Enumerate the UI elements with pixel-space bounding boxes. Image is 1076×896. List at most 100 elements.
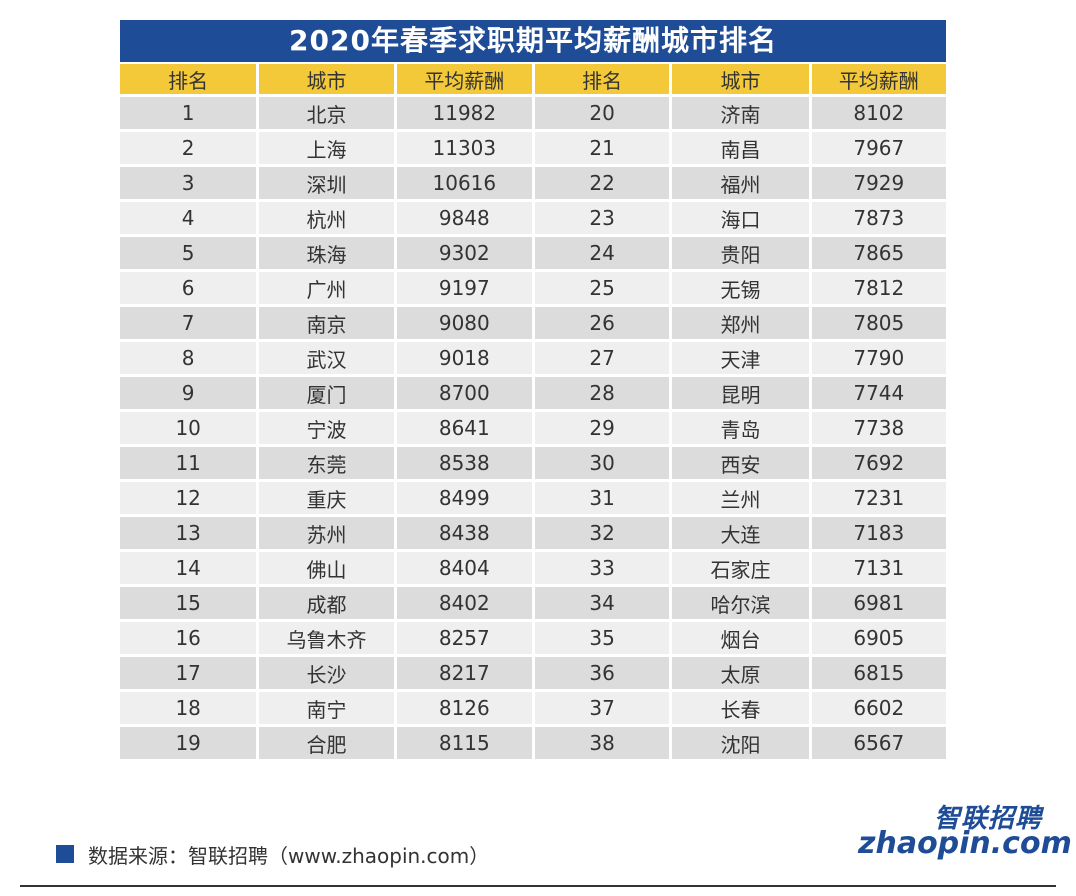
cell-city-left: 北京 [259,97,394,129]
cell-salary-right: 7692 [811,447,946,479]
cell-salary-left: 9197 [396,272,532,304]
cell-rank-right: 37 [534,692,670,724]
cell-rank-right: 35 [534,622,670,654]
cell-city-right: 海口 [672,202,809,234]
cell-city-right: 天津 [672,342,809,374]
cell-city-right: 无锡 [672,272,809,304]
cell-city-right: 昆明 [672,377,809,409]
table-row: 6 广州 9197 25 无锡 7812 [120,272,946,304]
cell-salary-right: 6602 [811,692,946,724]
cell-city-right: 哈尔滨 [672,587,809,619]
cell-rank-left: 11 [120,447,257,479]
cell-rank-left: 6 [120,272,257,304]
cell-salary-right: 7744 [811,377,946,409]
cell-salary-left: 8641 [396,412,532,444]
cell-city-right: 济南 [672,97,809,129]
header-city-right: 城市 [672,64,809,94]
cell-salary-left: 8402 [396,587,532,619]
cell-salary-left: 8438 [396,517,532,549]
cell-city-left: 东莞 [259,447,394,479]
cell-rank-left: 4 [120,202,257,234]
table-row: 19 合肥 8115 38 沈阳 6567 [120,727,946,759]
cell-rank-right: 31 [534,482,670,514]
ranking-grid: 排名 城市 平均薪酬 排名 城市 平均薪酬 1 北京 11982 20 济南 8102 2 上… [117,61,949,762]
cell-city-right: 烟台 [672,622,809,654]
cell-salary-right: 7865 [811,237,946,269]
cell-salary-left: 11303 [396,132,532,164]
cell-salary-right: 7929 [811,167,946,199]
logo-cn-text: 智联招聘 [933,804,1042,834]
cell-salary-left: 8499 [396,482,532,514]
cell-city-left: 厦门 [259,377,394,409]
cell-rank-left: 14 [120,552,257,584]
table-row: 12 重庆 8499 31 兰州 7231 [120,482,946,514]
cell-rank-left: 15 [120,587,257,619]
cell-rank-left: 3 [120,167,257,199]
cell-rank-left: 13 [120,517,257,549]
cell-city-left: 广州 [259,272,394,304]
cell-rank-left: 7 [120,307,257,339]
cell-salary-right: 7738 [811,412,946,444]
cell-rank-right: 32 [534,517,670,549]
table-row: 14 佛山 8404 33 石家庄 7131 [120,552,946,584]
cell-rank-right: 23 [534,202,670,234]
cell-salary-left: 11982 [396,97,532,129]
header-row: 排名 城市 平均薪酬 排名 城市 平均薪酬 [120,64,946,94]
cell-rank-right: 25 [534,272,670,304]
cell-city-right: 沈阳 [672,727,809,759]
header-rank-right: 排名 [534,64,670,94]
salary-ranking-table: 2020年春季求职期平均薪酬城市排名 排名 城市 平均薪酬 排名 城市 平均薪酬… [120,20,946,762]
cell-rank-right: 30 [534,447,670,479]
cell-city-right: 贵阳 [672,237,809,269]
source-text: 数据来源：智联招聘（www.zhaopin.com） [88,843,490,868]
cell-rank-right: 22 [534,167,670,199]
cell-city-right: 石家庄 [672,552,809,584]
cell-city-right: 兰州 [672,482,809,514]
cell-salary-right: 7131 [811,552,946,584]
table-row: 1 北京 11982 20 济南 8102 [120,97,946,129]
table-row: 9 厦门 8700 28 昆明 7744 [120,377,946,409]
cell-city-right: 福州 [672,167,809,199]
cell-salary-right: 7231 [811,482,946,514]
source-note: 数据来源：智联招聘（www.zhaopin.com） [56,838,489,870]
cell-salary-left: 10616 [396,167,532,199]
cell-salary-right: 7183 [811,517,946,549]
header-rank-left: 排名 [120,64,257,94]
table-row: 3 深圳 10616 22 福州 7929 [120,167,946,199]
cell-rank-right: 20 [534,97,670,129]
table-row: 13 苏州 8438 32 大连 7183 [120,517,946,549]
table-body: 1 北京 11982 20 济南 8102 2 上海 11303 21 南昌 7967 3 深圳 10616… [120,97,946,759]
cell-salary-left: 8126 [396,692,532,724]
cell-city-right: 大连 [672,517,809,549]
table-row: 8 武汉 9018 27 天津 7790 [120,342,946,374]
table-row: 7 南京 9080 26 郑州 7805 [120,307,946,339]
cell-salary-left: 9018 [396,342,532,374]
cell-city-left: 上海 [259,132,394,164]
cell-salary-right: 7805 [811,307,946,339]
cell-rank-left: 17 [120,657,257,689]
cell-city-left: 武汉 [259,342,394,374]
cell-rank-right: 34 [534,587,670,619]
cell-rank-left: 1 [120,97,257,129]
cell-city-left: 深圳 [259,167,394,199]
cell-salary-left: 8257 [396,622,532,654]
table-row: 17 长沙 8217 36 太原 6815 [120,657,946,689]
cell-salary-left: 9302 [396,237,532,269]
cell-salary-right: 6815 [811,657,946,689]
cell-salary-right: 6905 [811,622,946,654]
cell-city-left: 合肥 [259,727,394,759]
cell-salary-right: 8102 [811,97,946,129]
cell-city-left: 宁波 [259,412,394,444]
table-row: 15 成都 8402 34 哈尔滨 6981 [120,587,946,619]
cell-city-left: 南京 [259,307,394,339]
zhaopin-logo: 智联招聘 zhaopin.com [858,798,1072,868]
table-title: 2020年春季求职期平均薪酬城市排名 [120,20,946,62]
cell-rank-right: 26 [534,307,670,339]
cell-rank-left: 10 [120,412,257,444]
cell-salary-right: 7812 [811,272,946,304]
cell-city-right: 西安 [672,447,809,479]
cell-city-right: 太原 [672,657,809,689]
header-city-left: 城市 [259,64,394,94]
cell-salary-left: 8115 [396,727,532,759]
cell-rank-right: 36 [534,657,670,689]
